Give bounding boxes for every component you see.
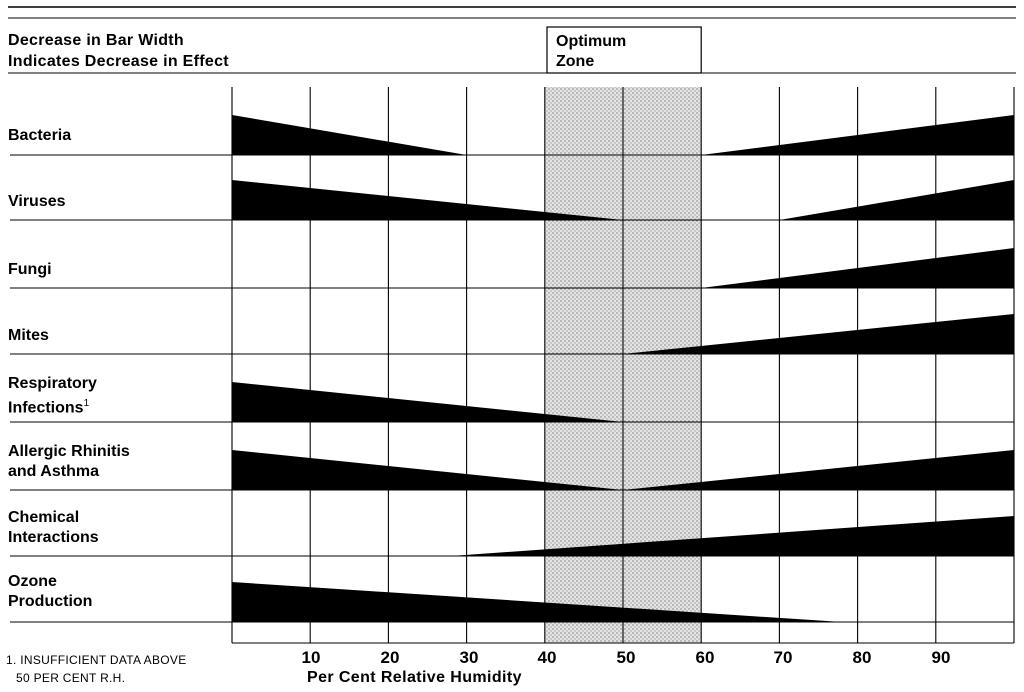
row-label-fungi: Fungi	[8, 260, 52, 280]
optimum-zone-label-line-2: Zone	[556, 53, 595, 70]
row-label-allergic-rhinitis-asthma: Allergic Rhinitis and Asthma	[8, 442, 130, 482]
wedge-bacteria-2	[701, 115, 1014, 155]
x-tick-label-60: 60	[695, 648, 715, 667]
x-tick-label-70: 70	[773, 648, 793, 667]
row-label-allergic-line-1: Allergic Rhinitis	[8, 443, 130, 460]
x-tick-label-90: 90	[931, 648, 951, 667]
wedge-fungi-1	[701, 248, 1014, 288]
x-tick-label-30: 30	[459, 648, 479, 667]
footnote: 1. INSUFFICIENT DATA ABOVE 50 PER CENT R…	[6, 651, 187, 687]
wedge-chemical-interactions-1	[451, 516, 1014, 556]
footnote-line-2: 50 PER CENT R.H.	[16, 671, 126, 685]
row-label-chemical-interactions: Chemical Interactions	[8, 508, 99, 548]
optimum-zone-label-box	[546, 26, 702, 74]
header-note: Decrease in Bar Width Indicates Decrease…	[8, 30, 229, 72]
wedge-respiratory-infections-1	[232, 382, 623, 422]
row-label-fungi-text: Fungi	[8, 261, 52, 278]
wedge-allergic-rhinitis-and-asthma-2	[623, 450, 1014, 490]
row-label-respiratory-line-2: Infections1	[8, 394, 97, 418]
wedge-allergic-rhinitis-and-asthma-1	[232, 450, 623, 490]
row-label-viruses-text: Viruses	[8, 193, 66, 210]
row-label-ozone-line-1: Ozone	[8, 573, 57, 590]
wedge-mites-1	[623, 314, 1014, 354]
x-tick-label-50: 50	[616, 648, 636, 667]
row-label-respiratory-line-2-text: Infections	[8, 399, 84, 417]
row-label-allergic-line-2: and Asthma	[8, 463, 99, 480]
row-label-ozone-production: Ozone Production	[8, 572, 92, 612]
wedge-viruses-1	[232, 180, 623, 220]
row-label-respiratory-line-1: Respiratory	[8, 375, 97, 392]
wedge-ozone-production-1	[232, 582, 842, 622]
row-label-mites-text: Mites	[8, 327, 49, 344]
x-tick-label-20: 20	[380, 648, 400, 667]
x-tick-label-80: 80	[852, 648, 872, 667]
x-tick-label-10: 10	[301, 648, 321, 667]
wedge-bacteria-1	[232, 115, 467, 155]
header-note-line-2: Indicates Decrease in Effect	[8, 53, 229, 70]
row-label-bacteria-text: Bacteria	[8, 127, 72, 144]
wedge-viruses-2	[779, 180, 1014, 220]
x-axis-label: Per Cent Relative Humidity	[307, 669, 522, 686]
row-label-viruses: Viruses	[8, 192, 66, 212]
row-label-chemical-line-2: Interactions	[8, 529, 99, 546]
optimum-zone-label-line-1: Optimum	[556, 33, 627, 50]
footnote-marker: 1	[83, 398, 90, 409]
row-label-bacteria: Bacteria	[8, 126, 71, 146]
row-label-ozone-line-2: Production	[8, 593, 93, 610]
row-label-chemical-line-1: Chemical	[8, 509, 80, 526]
x-tick-label-40: 40	[537, 648, 557, 667]
optimum-zone-label: Optimum Zone	[556, 32, 626, 72]
row-label-mites: Mites	[8, 326, 49, 346]
header-note-line-1: Decrease in Bar Width	[8, 32, 184, 49]
row-label-respiratory-infections: Respiratory Infections1	[8, 374, 97, 418]
footnote-line-1: 1. INSUFFICIENT DATA ABOVE	[6, 653, 187, 667]
